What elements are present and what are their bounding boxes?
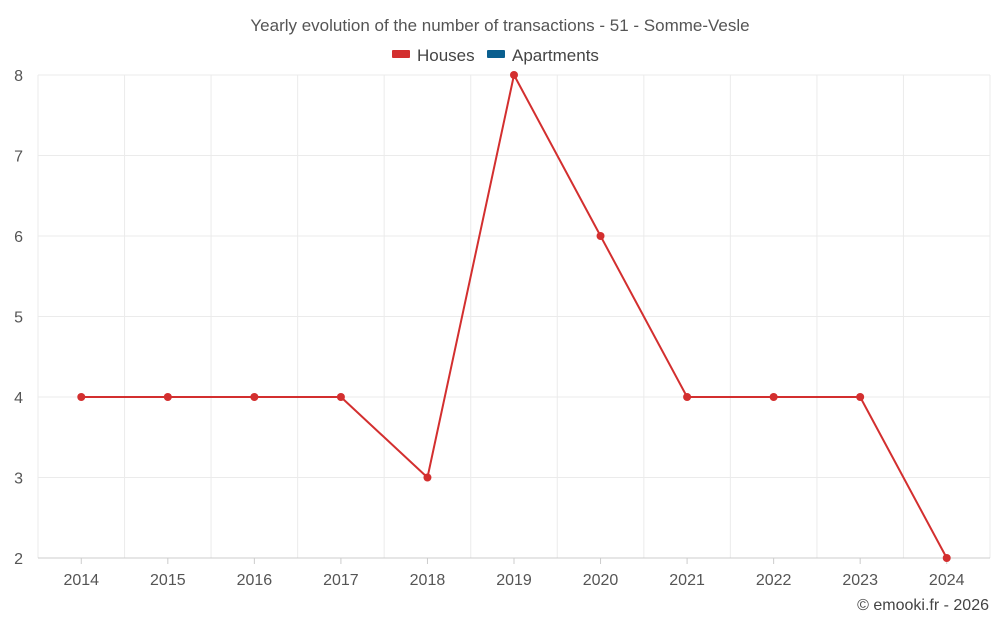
legend-label-houses: Houses [417,46,475,65]
x-tick-label: 2021 [669,572,705,589]
data-point-houses[interactable] [769,393,778,401]
axes: 2 3 4 5 6 7 8 2014 2015 2016 2017 2018 2019 2020 2021 2… [14,68,990,589]
data-point-houses[interactable] [510,71,518,79]
legend-label-apartments: Apartments [512,46,599,65]
legend-swatch-houses [392,50,410,58]
data-point-houses[interactable] [336,393,345,401]
y-tick-label: 5 [14,310,23,327]
chart-title: Yearly evolution of the number of transa… [250,16,749,35]
y-tick-label: 7 [14,149,23,166]
y-tick-label: 8 [14,68,23,85]
y-tick-label: 4 [14,390,23,407]
x-tick-label: 2015 [150,572,186,589]
legend-item-houses[interactable]: Houses [392,46,475,65]
data-point-houses[interactable] [942,554,951,562]
data-point-houses[interactable] [250,393,259,401]
x-tick-label: 2023 [842,572,878,589]
x-tick-label: 2019 [496,572,532,589]
x-tick-label: 2018 [410,572,446,589]
legend-item-apartments[interactable]: Apartments [487,46,599,65]
data-point-houses[interactable] [423,473,432,482]
y-tick-label: 2 [14,551,23,568]
data-point-houses[interactable] [596,232,605,240]
x-tick-label: 2020 [583,572,619,589]
x-tick-label: 2017 [323,572,359,589]
y-tick-label: 6 [14,229,23,246]
x-tick-label: 2014 [63,572,99,589]
data-point-houses[interactable] [856,393,865,401]
data-point-houses[interactable] [77,393,86,401]
x-tick-label: 2016 [237,572,273,589]
x-tick-label: 2022 [756,572,792,589]
credit-text: © emooki.fr - 2026 [857,597,989,614]
legend-swatch-apartments [487,50,505,58]
data-point-houses[interactable] [683,393,692,401]
data-point-houses[interactable] [163,393,172,401]
grid [37,74,991,558]
x-tick-label: 2024 [929,572,965,589]
legend[interactable]: Houses Apartments [392,46,599,65]
series-layer [77,71,951,562]
y-tick-label: 3 [14,471,23,488]
